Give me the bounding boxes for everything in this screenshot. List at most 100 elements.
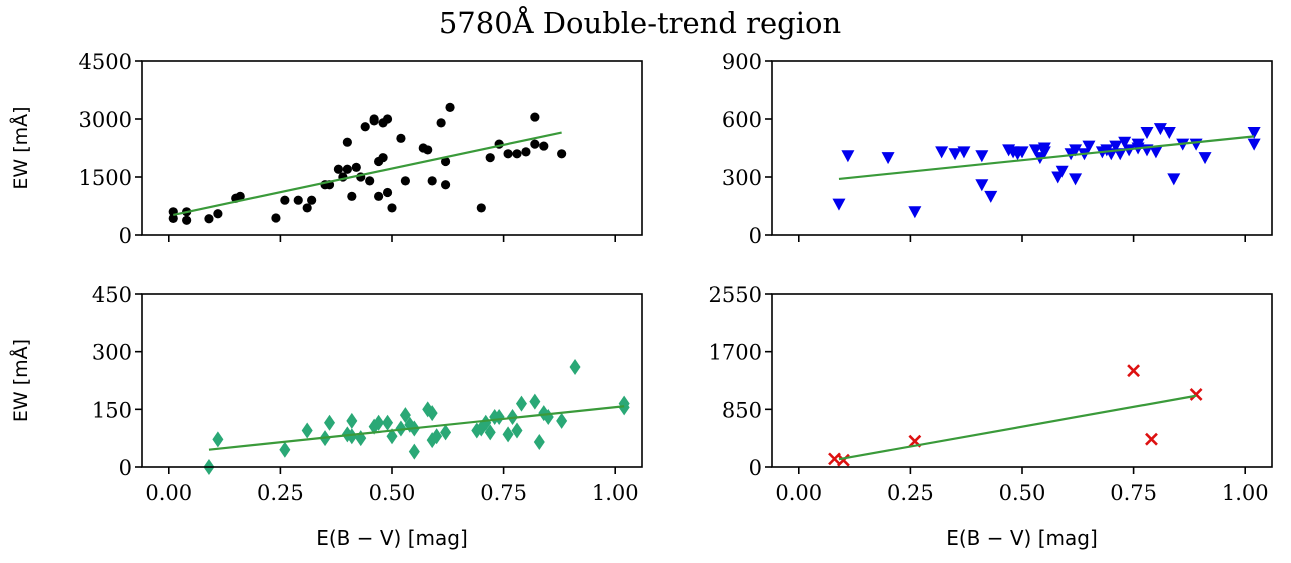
x-axis-label: E(B − V) [mag] [316, 526, 468, 550]
data-point [408, 443, 420, 460]
y-tick-label: 0 [749, 456, 762, 480]
data-point [1149, 146, 1163, 159]
x-tick-label: 0.00 [775, 481, 822, 505]
data-point [515, 395, 527, 412]
data-point [213, 209, 223, 219]
data-point [1082, 140, 1096, 153]
data-point [881, 152, 895, 165]
plot-frame [141, 293, 643, 468]
y-tick-label: 1500 [79, 166, 132, 190]
data-point [431, 428, 443, 445]
data-point [346, 412, 358, 429]
data-point [503, 149, 513, 159]
data-point [360, 122, 370, 132]
data-point [387, 203, 397, 213]
data-point [302, 203, 312, 213]
data-point [168, 213, 178, 223]
chart-title: 5780Å Double-trend region [439, 5, 841, 40]
data-point [324, 414, 335, 431]
data-point [346, 428, 358, 445]
data-point [1167, 173, 1181, 186]
y-axis-label: EW [mÅ] [9, 339, 32, 422]
data-point [984, 190, 998, 203]
data-point [212, 431, 224, 448]
data-point [1162, 127, 1176, 140]
data-point [935, 146, 949, 159]
y-tick-label: 2550 [709, 283, 762, 307]
panel-bottom-left: 0 150 300 450 0.00 0.25 0.50 0.75 1.00 EW [mÅ] E(B… [9, 283, 643, 550]
x-tick-label: 0.50 [369, 481, 416, 505]
data-point [948, 148, 962, 161]
data-point [1198, 152, 1212, 165]
data-point [307, 195, 317, 205]
fit-line [208, 405, 625, 451]
x-tick-label: 0.25 [257, 481, 304, 505]
data-point [529, 393, 541, 410]
data-point [382, 414, 394, 431]
panel-top-left: 0 1500 3000 4500 EW [mÅ] [9, 50, 643, 248]
data-point [333, 164, 344, 174]
data-point [1140, 127, 1154, 140]
x-tick-label: 0.75 [1110, 481, 1157, 505]
data-point [480, 414, 492, 431]
x-tick-label: 0.25 [887, 481, 934, 505]
data-point [1153, 123, 1167, 136]
plot-frame [141, 60, 643, 236]
plot-frame [771, 60, 1273, 236]
data-point [235, 191, 245, 201]
data-point [975, 179, 989, 192]
y-tick-label: 900 [722, 50, 762, 74]
data-point [1069, 173, 1083, 186]
data-point [426, 405, 438, 422]
data-point [182, 215, 192, 225]
data-point [533, 434, 545, 451]
data-point [400, 176, 410, 186]
data-point [301, 422, 313, 439]
fit-line [838, 394, 1197, 461]
data-point [521, 147, 531, 157]
data-point [476, 203, 486, 213]
panel-top-right: 0 300 600 900 [722, 50, 1273, 248]
data-point [369, 114, 379, 124]
data-point [502, 426, 514, 443]
data-point [484, 424, 496, 441]
data-point [440, 180, 451, 190]
data-point [957, 146, 971, 159]
data-point [445, 102, 455, 112]
x-tick-label: 1.00 [1222, 481, 1269, 505]
data-point [557, 149, 567, 159]
fit-line [838, 135, 1255, 181]
y-tick-label: 150 [92, 398, 132, 422]
data-point [1127, 364, 1141, 378]
x-tick-label: 0.75 [480, 481, 527, 505]
data-point [832, 198, 846, 211]
y-tick-label: 450 [92, 283, 132, 307]
data-point [204, 214, 214, 224]
data-point [436, 118, 446, 128]
data-point [365, 176, 375, 186]
data-point [493, 409, 505, 426]
data-point [1109, 140, 1123, 153]
data-point [569, 359, 581, 376]
y-axis-label: EW [mÅ] [9, 106, 32, 189]
data-point [1118, 136, 1132, 149]
data-point [378, 153, 388, 163]
data-point [512, 149, 522, 159]
y-tick-label: 1700 [709, 341, 762, 365]
data-point [399, 407, 411, 424]
data-point [374, 191, 384, 201]
data-point [485, 153, 495, 163]
y-tick-label: 0 [749, 224, 762, 248]
data-point [271, 213, 281, 223]
data-point [280, 195, 290, 205]
data-point [342, 164, 352, 174]
data-point [293, 195, 303, 205]
data-point [1122, 144, 1136, 157]
data-point [1055, 165, 1069, 178]
y-tick-label: 300 [722, 166, 762, 190]
data-point [539, 141, 549, 151]
data-point [440, 424, 452, 441]
data-point [975, 150, 989, 163]
x-tick-label: 0.50 [999, 481, 1046, 505]
